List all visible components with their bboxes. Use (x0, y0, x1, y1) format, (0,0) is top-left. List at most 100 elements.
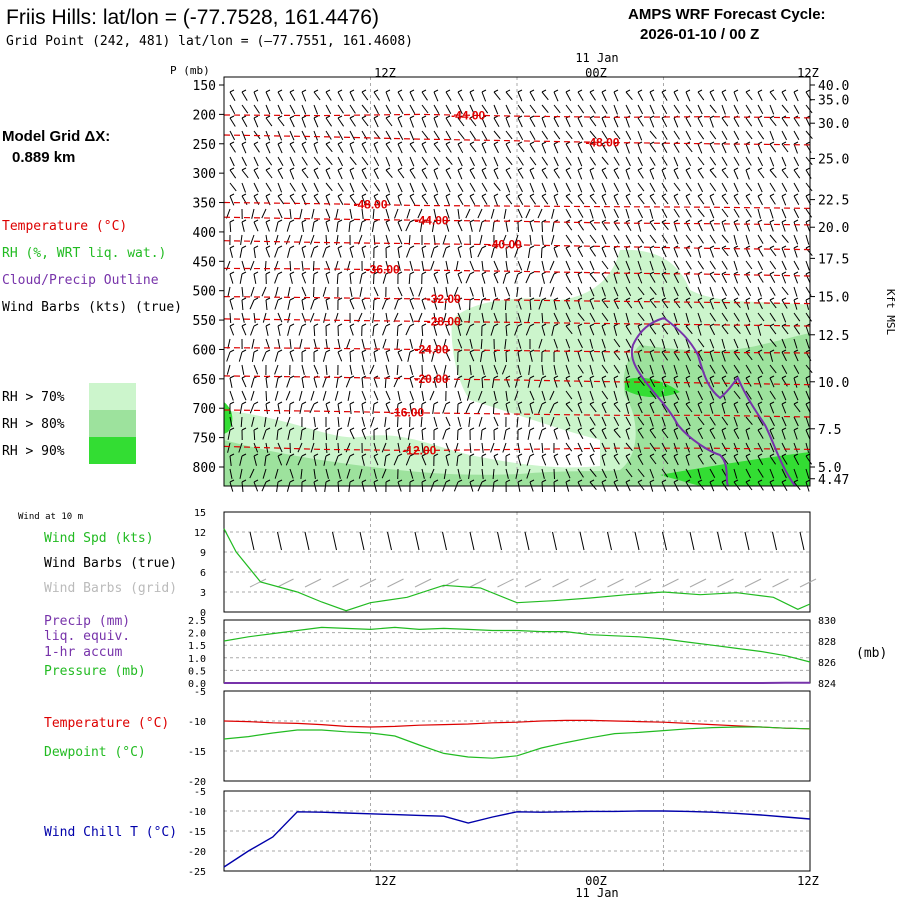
wind-barb (793, 195, 800, 206)
wind-barb (697, 403, 703, 414)
wind-barb (733, 156, 740, 166)
wind-barb (249, 299, 255, 310)
wind-barb-flag (409, 89, 415, 93)
wind-barb (745, 208, 752, 218)
wind-barb (433, 130, 440, 140)
isotherm (223, 240, 811, 251)
wind-barb-flag (481, 323, 487, 327)
wind-barb (409, 156, 415, 167)
wind-barb (336, 221, 339, 232)
wind-barb (793, 312, 801, 322)
wind-barb-flag (409, 479, 415, 483)
wind-barb (481, 312, 485, 323)
wind-barb (381, 442, 387, 453)
wind-barb (625, 286, 632, 297)
wind-barb (673, 351, 680, 361)
wind-barb-flag (433, 193, 439, 197)
wind-barb (408, 273, 411, 285)
wind-barb (781, 442, 787, 453)
wind-barb (397, 481, 402, 492)
wind-barb (430, 481, 435, 492)
panel-tick-label: -5 (194, 787, 206, 798)
wind-barb-flag (481, 245, 487, 249)
wind-barb (457, 247, 462, 258)
wind-barb-flag (361, 401, 367, 405)
wind-barb (493, 156, 499, 167)
wind-barb-flag (625, 401, 631, 405)
wind-barb-flag (493, 193, 499, 197)
surface-wind-barb (772, 531, 777, 551)
wind-barb-flag (601, 167, 607, 171)
wind-barb (505, 91, 513, 101)
wind-barb-flag (241, 193, 247, 197)
wind-barb (805, 364, 813, 374)
wind-barb (301, 247, 306, 258)
wind-barb-flag (373, 141, 379, 145)
wind-barb (301, 156, 308, 166)
wind-barb-flag (289, 427, 295, 431)
wind-barb-flag (493, 245, 499, 249)
wind-barb (493, 416, 499, 427)
wind-barb-flag (769, 245, 775, 249)
wind-barb (361, 156, 369, 166)
wind-barb (697, 260, 705, 270)
wind-barb-flag (709, 375, 715, 379)
wind-barb-flag (793, 401, 799, 405)
wind-barb (372, 260, 375, 272)
wind-barb (253, 104, 260, 114)
wind-barb (397, 442, 401, 453)
wind-panel-title: Wind at 10 m (18, 512, 83, 522)
wind-barb-flag (397, 167, 403, 171)
wind-barb (529, 91, 536, 102)
wind-barb (442, 338, 447, 349)
wind-barb (661, 91, 668, 101)
wind-barb-flag (253, 115, 259, 119)
wind-barb (493, 117, 500, 127)
wind-barb-flag (745, 89, 751, 93)
wind-barb (745, 169, 750, 180)
wind-barb (697, 299, 705, 309)
wind-barb-flag (373, 401, 379, 405)
wind-barb (226, 364, 231, 375)
wind-barb (517, 403, 522, 414)
wind-barb-flag (649, 219, 655, 223)
wind-barb-flag (313, 193, 319, 197)
wind-barb (661, 429, 669, 439)
wind-barb (541, 130, 549, 140)
wind-barb (481, 104, 489, 114)
surface-wind-barb (249, 531, 255, 551)
wind-barb (541, 143, 547, 154)
wind-barb-flag (253, 453, 259, 457)
surface-wind-barb-grid (387, 578, 404, 588)
wind-barb (757, 416, 764, 426)
wind-barb (781, 390, 787, 401)
wind-barb (313, 117, 319, 128)
wind-barb-flag (385, 479, 391, 483)
wind-barb (529, 481, 534, 492)
wind-barb-flag (541, 245, 547, 249)
wind-barb (793, 351, 799, 362)
wind-barb (345, 442, 351, 453)
wind-barb-flag (505, 167, 511, 171)
wind-barb (373, 442, 378, 453)
wind-barb (805, 208, 813, 218)
wind-barb (309, 403, 315, 414)
wind-barb (241, 169, 249, 179)
wind-barb-flag (325, 427, 331, 431)
wind-barb-flag (733, 245, 739, 249)
wind-barb (793, 91, 799, 102)
wind-barb (757, 104, 764, 115)
wind-barb-flag (673, 479, 679, 483)
wind-barb-flag (541, 141, 547, 145)
wind-barb (265, 143, 271, 154)
wind-barb (565, 117, 571, 128)
wind-barb (805, 104, 813, 114)
wind-barb (733, 403, 739, 414)
wind-barb-flag (397, 115, 403, 119)
wind-barb (419, 221, 423, 232)
wind-barb-flag (457, 427, 463, 431)
wind-barb (637, 91, 644, 102)
wind-barb (793, 442, 798, 453)
wind-barb (385, 156, 391, 167)
wind-barb (577, 91, 584, 101)
